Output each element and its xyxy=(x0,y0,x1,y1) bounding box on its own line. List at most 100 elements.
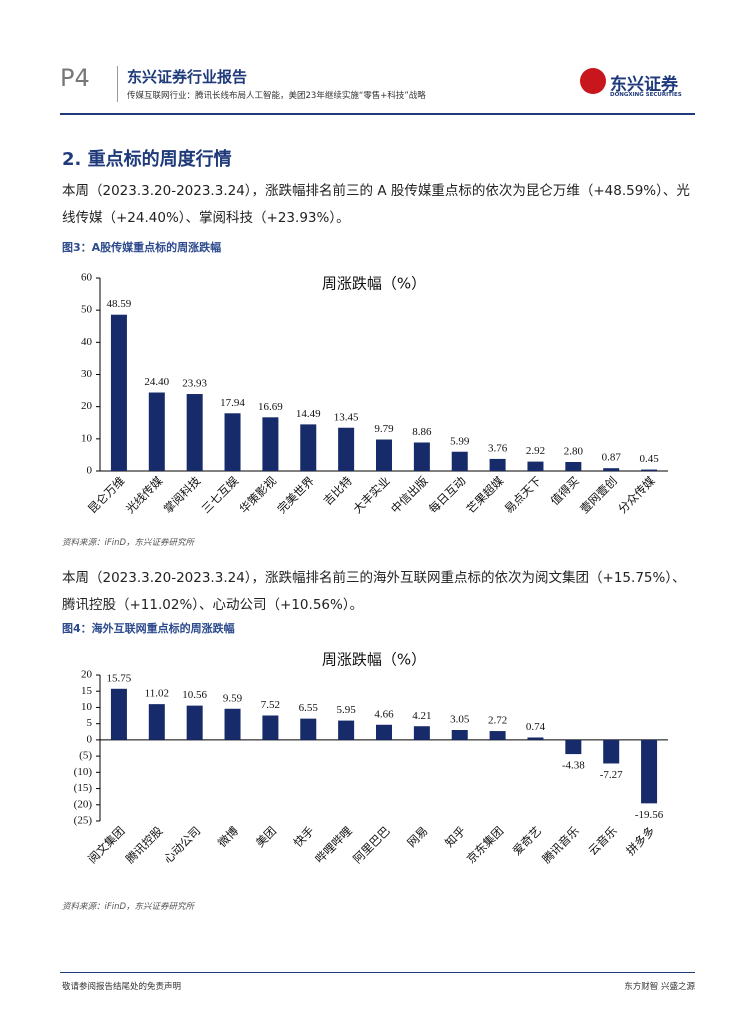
bar xyxy=(262,715,279,740)
bar xyxy=(148,392,165,471)
y-tick-label: 15 xyxy=(81,685,93,697)
bar xyxy=(527,737,544,740)
y-tick-label: 10 xyxy=(81,432,93,444)
x-tick-label: 值得买 xyxy=(548,474,582,508)
y-tick-label: 40 xyxy=(81,336,93,348)
x-tick-label: 拼多多 xyxy=(623,824,657,858)
x-tick-label: 阅文集团 xyxy=(85,824,127,866)
y-tick-label: 50 xyxy=(81,304,93,316)
value-label: 5.95 xyxy=(337,704,357,716)
header-rule xyxy=(60,113,695,115)
figure-source: 资料来源：iFinD，东兴证券研究所 xyxy=(62,538,195,548)
y-tick-label: 30 xyxy=(81,368,93,380)
bar xyxy=(451,451,468,471)
x-tick-label: 心动公司 xyxy=(161,824,203,866)
value-label: 7.52 xyxy=(261,699,280,711)
value-label: 2.72 xyxy=(488,715,507,727)
value-label: 23.93 xyxy=(182,378,207,390)
y-tick-label: 0 xyxy=(87,733,93,745)
x-tick-label: 云音乐 xyxy=(586,823,621,858)
x-tick-label: 完美世界 xyxy=(274,473,317,516)
logo-en: DONGXING SECURITIES xyxy=(610,92,682,98)
chart-title: 周涨跌幅（%） xyxy=(322,651,426,669)
y-tick-label: 60 xyxy=(81,272,93,284)
paragraph: 本周（2023.3.20-2023.3.24），涨跌幅排名前三的 A 股传媒重点… xyxy=(62,183,690,226)
x-tick-label: 分众传媒 xyxy=(615,473,658,516)
bar xyxy=(300,424,317,471)
footer-right: 东方财智 兴盛之源 xyxy=(624,982,695,992)
brand: 东兴证券行业报告 xyxy=(127,68,248,86)
bar xyxy=(224,413,241,471)
bar xyxy=(565,739,582,755)
report-subtitle: 传媒互联网行业：腾讯长线布局人工智能，美团23年继续实施“零售+科技”战略 xyxy=(127,91,426,101)
page-number: P4 xyxy=(60,64,90,92)
y-tick-label: 20 xyxy=(81,400,93,412)
bar xyxy=(603,468,620,471)
x-tick-label: 大丰实业 xyxy=(350,474,392,516)
bar xyxy=(110,688,127,740)
bar xyxy=(110,314,127,471)
figure-caption: 图4：海外互联网重点标的周涨跌幅 xyxy=(62,622,235,635)
value-label: 8.86 xyxy=(412,426,432,438)
bar xyxy=(565,461,582,471)
logo-text: 东兴证券 xyxy=(610,75,678,95)
x-tick-label: 阿里巴巴 xyxy=(350,824,392,866)
value-label: 6.55 xyxy=(299,702,319,714)
y-tick-label: 20 xyxy=(81,669,93,681)
figure-caption: 图3：A股传媒重点标的周涨跌幅 xyxy=(62,241,222,254)
value-label: 0.74 xyxy=(526,721,546,733)
bar xyxy=(300,718,317,740)
y-tick-label: (25) xyxy=(74,815,93,827)
x-tick-label: 三七互娱 xyxy=(199,473,242,516)
bar xyxy=(338,427,355,471)
divider xyxy=(117,66,118,102)
value-label: -7.27 xyxy=(600,769,623,781)
value-label: 15.75 xyxy=(107,672,132,684)
bar xyxy=(376,439,392,471)
bar xyxy=(489,731,506,740)
section-title: 2. 重点标的周度行情 xyxy=(62,149,232,170)
value-label: 5.99 xyxy=(450,435,470,447)
bar xyxy=(641,739,658,804)
value-label: 16.69 xyxy=(258,401,283,413)
value-label: 2.80 xyxy=(564,446,584,458)
y-tick-label: (20) xyxy=(74,798,93,810)
x-tick-label: 腾讯控股 xyxy=(123,823,166,866)
value-label: 4.21 xyxy=(412,710,431,722)
x-tick-label: 吉比特 xyxy=(320,473,355,508)
y-tick-label: 5 xyxy=(87,717,93,729)
value-label: 4.66 xyxy=(374,708,394,720)
x-tick-label: 易点天下 xyxy=(502,474,544,516)
value-label: 13.45 xyxy=(334,411,359,423)
value-label: 0.87 xyxy=(602,452,622,464)
x-tick-label: 芒果超媒 xyxy=(464,473,507,516)
value-label: 3.05 xyxy=(450,714,470,726)
value-label: 10.56 xyxy=(182,689,207,701)
bar xyxy=(186,705,203,740)
bar xyxy=(148,704,165,740)
x-tick-label: 华策影视 xyxy=(237,473,280,516)
x-tick-label: 哔哩哔哩 xyxy=(312,823,355,866)
x-tick-label: 网易 xyxy=(404,824,430,850)
chart-title: 周涨跌幅（%） xyxy=(322,275,426,293)
bar xyxy=(338,720,355,740)
y-tick-label: (10) xyxy=(74,766,93,778)
x-tick-label: 掌阅科技 xyxy=(161,473,204,516)
footer-left: 敬请参阅报告结尾处的免责声明 xyxy=(62,982,182,992)
value-label: 11.02 xyxy=(145,688,169,700)
bar xyxy=(186,394,203,471)
value-label: 9.79 xyxy=(374,423,394,435)
bar xyxy=(224,708,241,740)
y-tick-label: 0 xyxy=(87,465,93,477)
value-label: 14.49 xyxy=(296,408,321,420)
bar xyxy=(489,458,506,471)
value-label: -19.56 xyxy=(635,809,664,821)
x-tick-label: 爱奇艺 xyxy=(510,824,544,858)
x-tick-label: 中信出版 xyxy=(388,473,431,516)
bar xyxy=(641,469,658,471)
value-label: 0.45 xyxy=(639,453,659,465)
bar xyxy=(451,729,468,740)
x-tick-label: 每日互动 xyxy=(426,474,468,516)
